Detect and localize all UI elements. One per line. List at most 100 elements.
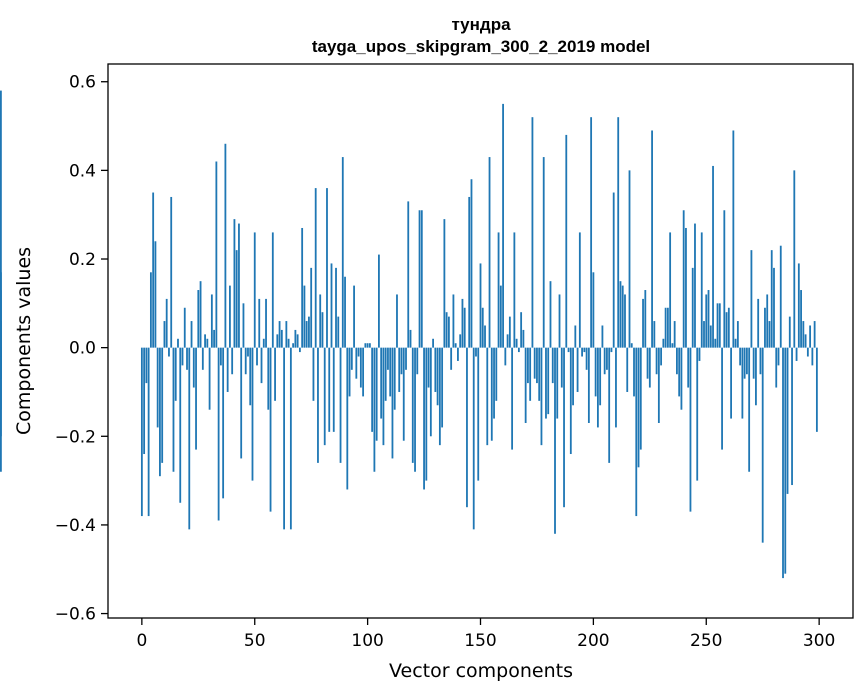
bar [190,321,193,348]
x-tick-label: 300 [803,631,835,651]
bar [567,347,570,353]
bar [188,347,191,530]
bar [560,347,563,388]
bar [251,347,254,481]
bar [0,347,2,410]
bar [375,347,378,441]
y-tick-label: −0.6 [55,605,96,625]
bar [784,347,787,574]
y-tick-label: −0.4 [55,516,96,536]
bar [682,210,685,348]
x-axis-label: Vector components [389,660,573,682]
bar [470,179,473,348]
bar [680,347,683,410]
bar [655,347,658,375]
bar [292,343,295,348]
bar [152,192,155,348]
bar [283,347,285,530]
bar [289,347,292,530]
bar [569,347,572,455]
bar [319,294,322,348]
bar [576,347,579,392]
bar [565,134,568,348]
bar [298,347,301,353]
bar [520,312,523,348]
bar [578,232,581,348]
bar [373,347,376,472]
bar [529,347,532,401]
bar [475,347,477,357]
bar [750,250,753,348]
bar [174,347,177,401]
bar [545,347,547,419]
y-tick-label: 0.4 [69,161,96,181]
bar [527,347,529,384]
bar [368,343,371,348]
bar [380,347,383,419]
bar [425,347,428,481]
bar [714,338,717,348]
bar [748,347,751,472]
bar [278,321,281,348]
bar [208,347,211,410]
bar [416,347,419,375]
bar [463,307,466,348]
bar [730,347,732,419]
bar [181,347,184,366]
bar [694,223,696,348]
bar [633,347,635,397]
bar [339,347,342,463]
bar [782,347,784,579]
bar [280,329,283,348]
bar [183,307,186,348]
bar [244,347,247,375]
bar [761,347,764,543]
bar [450,347,453,370]
bar [797,263,800,348]
bar [587,347,590,423]
bar [285,321,288,348]
bar [531,117,534,348]
bar [484,325,486,348]
bar [364,343,367,348]
bar [258,298,261,348]
bar [646,347,649,379]
bar [195,347,197,450]
bar [391,347,394,459]
bar [454,343,457,348]
bar [477,347,480,481]
bar [344,276,346,348]
bar [793,170,796,348]
bar [405,347,407,370]
bar [504,347,507,366]
bar [617,117,620,348]
bar [788,316,791,348]
bar [791,347,793,486]
bar [140,347,143,517]
bar [558,294,561,348]
bar [337,316,340,348]
bar [163,321,166,348]
bar [554,347,556,534]
bar [294,329,297,348]
y-tick-label: −0.2 [55,427,96,447]
bar [411,347,414,463]
bar [276,334,279,348]
bar [757,298,760,348]
bar [766,294,769,348]
bar [547,347,550,415]
bar [296,334,299,348]
bar [398,347,401,392]
bar [563,347,565,508]
bar [594,347,597,397]
bar [262,338,265,348]
bar [330,263,333,348]
x-tick-label: 100 [351,631,383,651]
bar [382,347,385,446]
bar [716,303,719,348]
bar [549,281,552,348]
x-tick-label: 150 [464,631,496,651]
bar [389,347,392,397]
bar [350,347,353,370]
